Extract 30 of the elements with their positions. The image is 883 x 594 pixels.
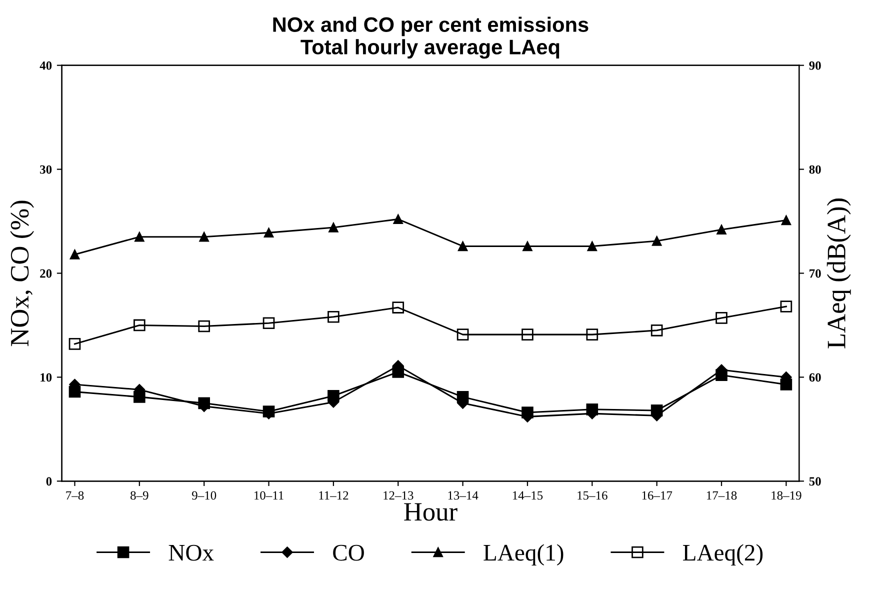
x-tick-label: 13–14 [448,491,478,500]
x-tick-label: 14–15 [512,491,543,500]
y2-tick-label: 50 [809,477,821,486]
x-tick-label: 8–9 [130,491,148,500]
x-tick-label: 9–10 [192,491,216,500]
y-tick-label: 40 [40,61,52,70]
y-tick-label: 20 [40,269,52,278]
y-tick-label: 0 [46,477,52,486]
y2-tick-label: 60 [809,373,821,382]
legend-label: NOx [168,544,214,561]
legend-label: LAeq(2) [682,544,763,566]
x-tick-label: 15–16 [578,491,608,500]
y-tick-label: 10 [40,373,52,382]
x-tick-label: 16–17 [642,491,672,500]
y2-tick-label: 90 [809,61,821,70]
x-tick-label: 10–11 [254,491,284,500]
x-tick-label: 17–18 [706,491,737,500]
x-axis-title: Hour [404,503,458,521]
x-tick-label: 11–12 [319,491,348,500]
chart-title: NOx and CO per cent emissions Total hourly average LAeq [273,16,588,59]
y-axis-title: NOx, CO (%) [10,200,34,346]
x-tick-label: 7–8 [66,491,84,500]
y2-tick-label: 70 [810,269,821,278]
x-tick-label: 12–13 [384,491,414,500]
y-tick-label: 30 [40,165,52,174]
legend-label: CO [333,544,364,561]
y2-axis-title: LAeq (dB(A)) [826,198,851,348]
x-tick-label: 18–19 [772,491,802,500]
y2-tick-label: 80 [809,165,821,174]
legend-label: LAeq(1) [484,544,564,566]
